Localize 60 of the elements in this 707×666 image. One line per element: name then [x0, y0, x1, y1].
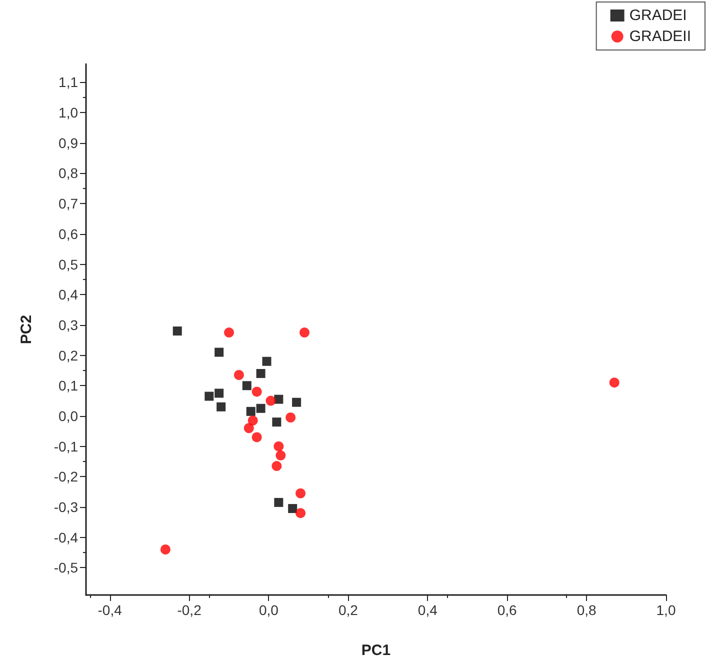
- y-tick-label: 1,1: [58, 74, 78, 90]
- y-tick-label: 0,9: [58, 134, 78, 151]
- y-tick-label: 0,8: [58, 165, 78, 182]
- point: [204, 392, 214, 401]
- point: [300, 328, 310, 338]
- y-tick-label: -0,4: [54, 529, 78, 546]
- x-tick-label: 0,4: [418, 602, 438, 618]
- x-tick-label: 0,6: [497, 602, 518, 618]
- point: [214, 348, 224, 357]
- point: [234, 370, 244, 380]
- y-tick-label: 0,1: [58, 378, 78, 394]
- point: [296, 508, 306, 518]
- legend-label: GRADEII: [629, 28, 692, 45]
- x-tick-label: 0,0: [259, 602, 279, 618]
- y-tick-label: -0,1: [54, 438, 78, 454]
- point: [274, 394, 284, 404]
- point: [252, 432, 262, 442]
- x-tick-label: 0,2: [338, 602, 358, 618]
- y-tick-label: 0,7: [58, 196, 78, 212]
- x-tick-label: 1,0: [656, 602, 676, 618]
- point: [262, 356, 272, 366]
- point: [216, 402, 226, 412]
- point: [266, 396, 276, 406]
- point: [276, 450, 286, 460]
- y-tick-label: 1,0: [58, 104, 78, 121]
- y-tick-label: -0,3: [54, 499, 78, 516]
- x-tick-label: -0,2: [177, 602, 202, 618]
- y-tick-label: 0,4: [58, 286, 78, 303]
- x-tick-label: -0,4: [98, 602, 122, 618]
- point: [288, 504, 298, 514]
- y-tick-label: 0,2: [58, 347, 78, 364]
- legend-label: GRADEI: [629, 7, 687, 24]
- x-axis-title: PC1: [361, 642, 391, 659]
- point: [292, 398, 302, 407]
- y-tick-label: -0,2: [54, 468, 78, 485]
- point: [244, 423, 254, 434]
- point: [160, 544, 170, 554]
- point: [286, 412, 296, 422]
- point: [172, 326, 182, 336]
- point: [224, 328, 234, 338]
- y-tick-label: 0,0: [58, 408, 78, 424]
- y-tick-label: 0,6: [58, 226, 78, 242]
- point: [242, 381, 252, 390]
- point: [256, 404, 266, 413]
- x-tick-label: 0,8: [576, 602, 596, 618]
- point: [246, 406, 256, 416]
- point: [296, 488, 306, 498]
- point: [274, 441, 284, 452]
- y-tick-label: -0,5: [54, 560, 78, 576]
- point: [274, 498, 284, 507]
- point: [272, 418, 282, 427]
- point: [214, 388, 224, 398]
- point: [609, 378, 620, 388]
- y-tick-label: 0,5: [58, 256, 78, 272]
- point: [252, 386, 262, 397]
- point: [248, 416, 258, 426]
- point: [256, 368, 266, 378]
- y-tick-label: 0,3: [58, 316, 78, 333]
- point: [272, 461, 282, 472]
- y-axis-title: PC2: [18, 314, 35, 344]
